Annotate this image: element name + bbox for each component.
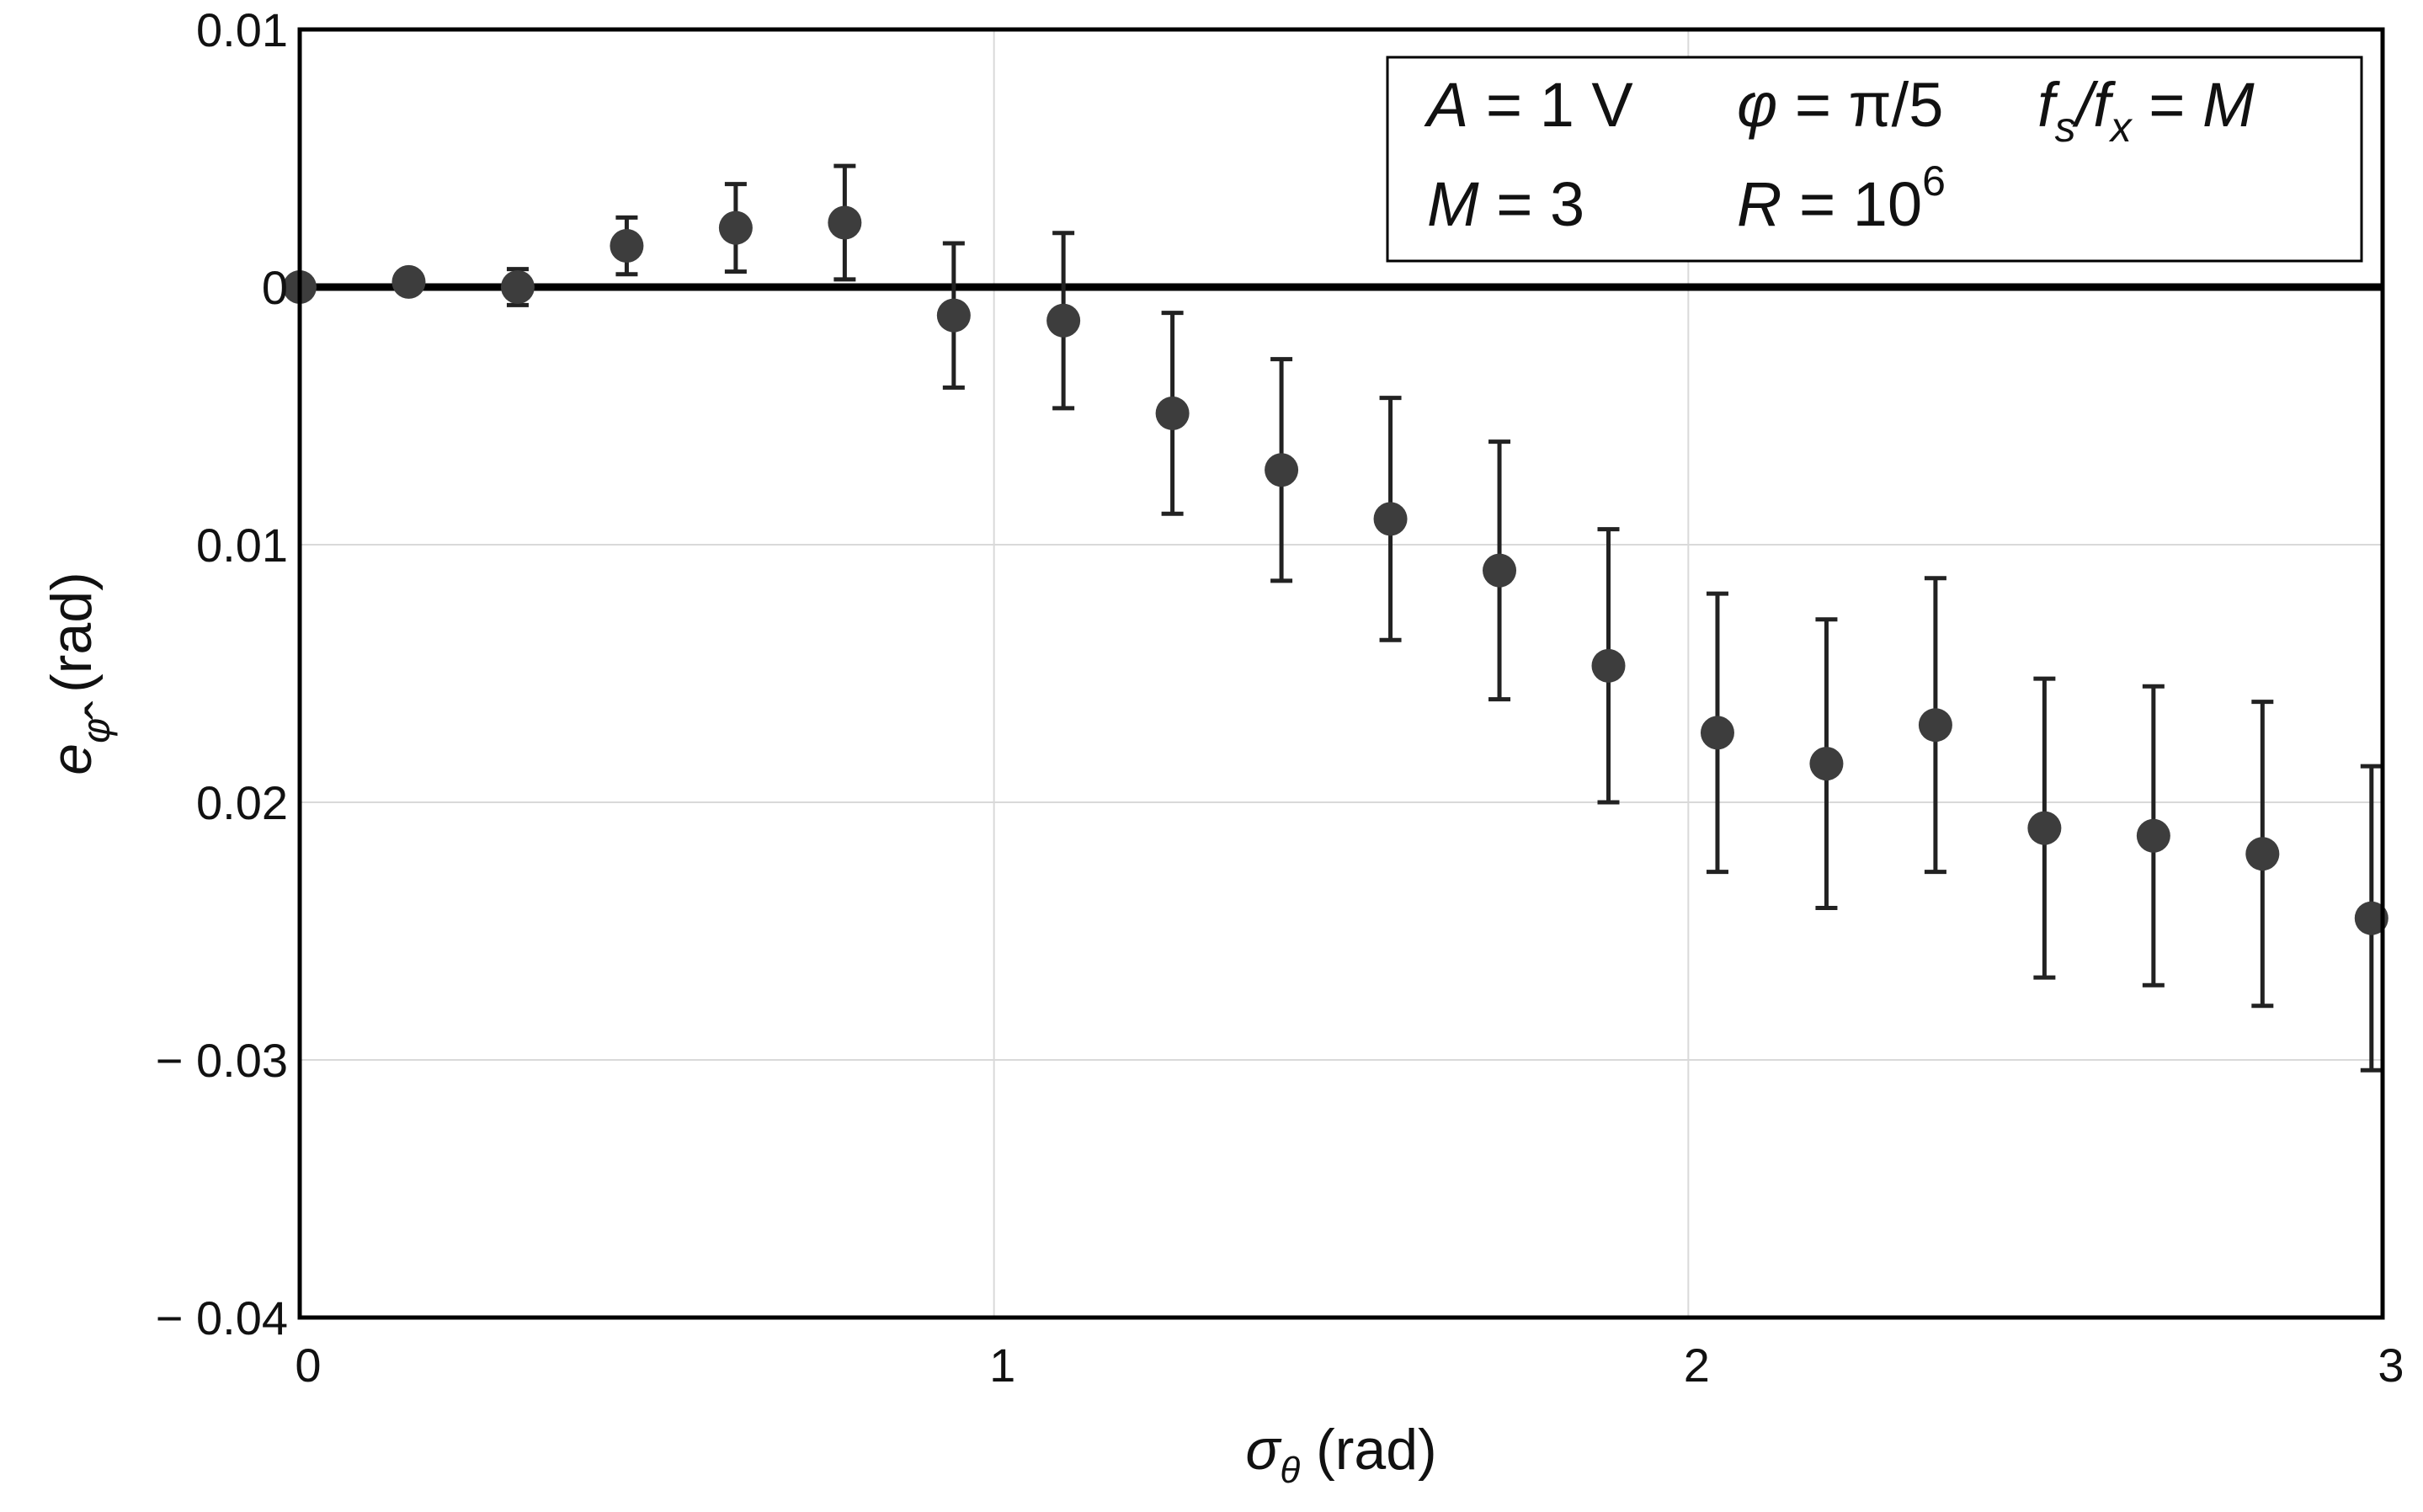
y-tick-label: 0.02 — [196, 776, 288, 829]
svg-text:eφ(rad): eφ (rad) — [40, 572, 118, 775]
legend-superscript: 6 — [1922, 157, 1946, 205]
legend-part: x — [2109, 104, 2133, 151]
data-point — [1155, 396, 1190, 430]
x-axis-subscript: θ — [1280, 1450, 1300, 1491]
data-point — [1046, 303, 1081, 338]
x-axis-title: σθ (rad) — [1245, 1418, 1436, 1491]
legend-value: = 10 — [1781, 169, 1922, 239]
data-point — [2027, 811, 2062, 845]
x-tick-label: 3 — [2378, 1339, 2404, 1392]
y-tick-label: − 0.03 — [156, 1034, 288, 1087]
legend-part: = — [2132, 70, 2202, 140]
data-point — [1591, 648, 1626, 683]
legend-value: = 1 V — [1468, 70, 1633, 140]
y-tick-label: 0.01 — [196, 3, 288, 56]
y-axis-unit: (rad) — [40, 572, 104, 693]
legend-part: s — [2055, 104, 2076, 151]
y-tick-label: 0.01 — [196, 519, 288, 572]
data-point — [936, 298, 971, 333]
legend-item: φ — [1737, 70, 1777, 140]
data-point — [1373, 502, 1408, 536]
legend-part: M — [2202, 70, 2255, 140]
plot-frame — [297, 27, 2385, 1320]
x-tick-labels: 0 1 2 3 — [295, 1339, 2404, 1392]
error-bars — [506, 163, 2383, 1073]
legend-item: M — [1427, 169, 1479, 239]
y-tick-label: − 0.04 — [156, 1291, 288, 1344]
data-point — [610, 229, 644, 264]
legend-item: R — [1737, 169, 1781, 239]
y-tick-labels: 0.01 0 0.01 0.02 − 0.03 − 0.04 — [156, 3, 288, 1344]
data-point — [1700, 716, 1734, 750]
y-axis-hat: ˆ — [75, 700, 139, 720]
data-point — [1809, 747, 1844, 781]
data-point — [391, 264, 426, 299]
y-axis-symbol: e — [40, 743, 104, 775]
data-point — [1265, 453, 1299, 487]
data-point — [2136, 818, 2170, 853]
legend-line-2: M = 3 R = 106 — [1427, 157, 1946, 239]
data-point — [718, 210, 753, 245]
x-tick-label: 0 — [295, 1339, 321, 1392]
y-axis-title: eφ (rad) ˆ — [40, 572, 139, 775]
legend-value: = 3 — [1479, 169, 1585, 239]
legend-value: = π/5 — [1777, 70, 1943, 140]
legend-box — [1386, 56, 2363, 263]
data-point — [828, 205, 862, 240]
x-axis-unit: (rad) — [1300, 1418, 1436, 1482]
data-point — [1918, 708, 1952, 743]
x-axis-symbol: σ — [1245, 1418, 1282, 1482]
legend-item: A — [1424, 70, 1468, 140]
data-point — [2245, 837, 2280, 871]
data-point — [500, 270, 535, 304]
data-points — [283, 205, 2388, 935]
y-axis-subscript: φ — [74, 718, 118, 743]
data-point — [1483, 553, 1517, 588]
y-tick-label: 0 — [262, 261, 288, 314]
x-tick-label: 1 — [989, 1339, 1015, 1392]
data-point — [2354, 901, 2388, 935]
x-tick-label: 2 — [1684, 1339, 1710, 1392]
